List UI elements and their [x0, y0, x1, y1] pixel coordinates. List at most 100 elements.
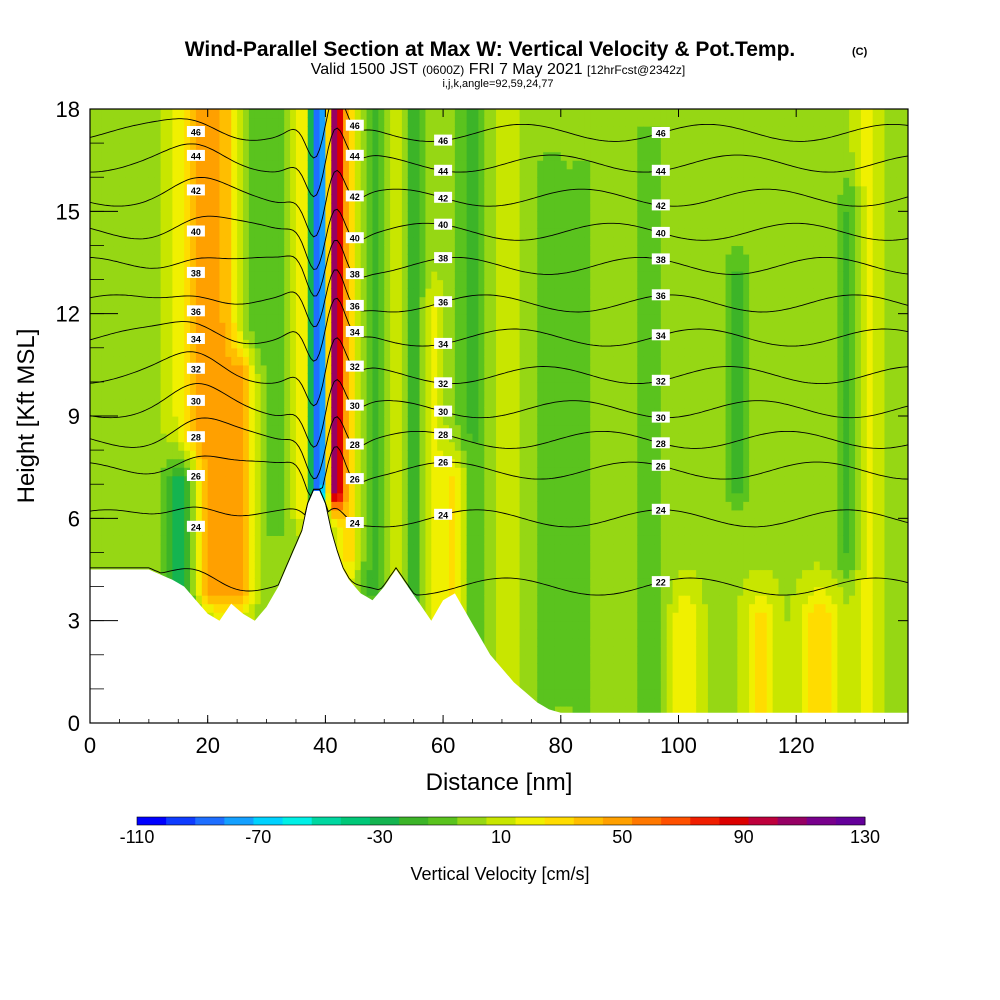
velocity-cell [437, 185, 444, 195]
velocity-cell [154, 560, 162, 571]
velocity-cell [407, 202, 415, 212]
velocity-cell [131, 347, 138, 357]
velocity-cell [413, 168, 421, 178]
velocity-cell [366, 543, 374, 554]
velocity-cell [401, 126, 409, 136]
velocity-cell [378, 117, 385, 127]
velocity-cell [113, 219, 121, 229]
velocity-cell [466, 398, 474, 409]
velocity-cell [154, 168, 162, 178]
velocity-cell [478, 475, 485, 485]
velocity-cell [113, 484, 121, 494]
velocity-cell [125, 492, 132, 502]
velocity-cell [248, 305, 256, 315]
velocity-cell [125, 219, 132, 229]
velocity-cell [184, 484, 191, 494]
velocity-cell [496, 560, 503, 571]
velocity-cell [219, 501, 226, 511]
velocity-cell [301, 475, 309, 485]
velocity-cell [490, 603, 497, 613]
velocity-cell [160, 475, 168, 485]
velocity-cell [331, 305, 338, 315]
velocity-cell [331, 339, 338, 349]
velocity-cell [313, 134, 321, 144]
velocity-cell [478, 441, 485, 451]
velocity-cell [366, 253, 374, 264]
velocity-cell [284, 390, 291, 400]
velocity-cell [484, 543, 491, 554]
velocity-cell [372, 492, 379, 502]
velocity-cell [243, 492, 250, 502]
velocity-cell [166, 151, 173, 161]
velocity-cell [331, 109, 338, 119]
velocity-cell [213, 288, 221, 298]
velocity-cell [248, 194, 256, 204]
velocity-cell [237, 322, 244, 332]
velocity-cell [472, 595, 479, 605]
velocity-cell [172, 560, 179, 571]
velocity-cell [225, 288, 232, 298]
velocity-cell [401, 390, 409, 400]
velocity-cell [460, 467, 468, 477]
velocity-cell [113, 313, 121, 323]
velocity-cell [195, 322, 203, 332]
velocity-cell [431, 441, 438, 451]
velocity-cell [172, 126, 179, 136]
velocity-cell [237, 586, 244, 596]
velocity-cell [401, 441, 409, 451]
velocity-cell [131, 501, 138, 511]
velocity-cell [396, 194, 403, 204]
velocity-cell [290, 441, 297, 451]
velocity-cell [484, 305, 491, 315]
velocity-cell [148, 467, 156, 477]
velocity-cell [354, 390, 362, 400]
velocity-cell [407, 475, 415, 485]
velocity-cell [201, 194, 209, 204]
velocity-cell [190, 569, 197, 579]
velocity-cell [284, 364, 291, 374]
velocity-cell [101, 450, 109, 460]
velocity-cell [113, 364, 121, 374]
velocity-cell [172, 475, 179, 485]
velocity-cell [107, 450, 115, 460]
velocity-cell [419, 134, 427, 144]
velocity-cell [272, 450, 279, 460]
velocity-cell [166, 339, 173, 349]
velocity-cell [419, 492, 427, 502]
velocity-cell [254, 381, 262, 392]
velocity-cell [484, 586, 491, 596]
velocity-cell [490, 151, 497, 161]
velocity-cell [319, 339, 326, 349]
velocity-cell [460, 185, 468, 195]
velocity-cell [295, 381, 303, 392]
velocity-cell [466, 313, 474, 323]
velocity-cell [460, 578, 468, 588]
velocity-cell [101, 143, 109, 153]
velocity-cell [184, 501, 191, 511]
velocity-cell [272, 467, 279, 477]
velocity-cell [225, 322, 232, 332]
velocity-cell [454, 424, 462, 434]
velocity-cell [484, 458, 491, 468]
velocity-cell [384, 253, 391, 264]
velocity-cell [154, 202, 162, 212]
velocity-cell [448, 535, 456, 545]
velocity-cell [166, 262, 173, 272]
velocity-cell [366, 560, 374, 571]
velocity-cell [354, 484, 362, 494]
velocity-cell [225, 296, 232, 306]
velocity-cell [148, 262, 156, 272]
velocity-cell [266, 458, 274, 468]
velocity-cell [348, 288, 356, 298]
velocity-cell [460, 543, 468, 554]
velocity-cell [390, 109, 397, 119]
velocity-cell [219, 484, 226, 494]
velocity-cell [160, 416, 168, 426]
velocity-cell [237, 543, 244, 554]
velocity-cell [107, 509, 115, 519]
velocity-cell [225, 313, 232, 323]
velocity-cell [260, 117, 268, 127]
velocity-cell [401, 279, 409, 289]
velocity-cell [243, 501, 250, 511]
velocity-cell [331, 160, 338, 170]
